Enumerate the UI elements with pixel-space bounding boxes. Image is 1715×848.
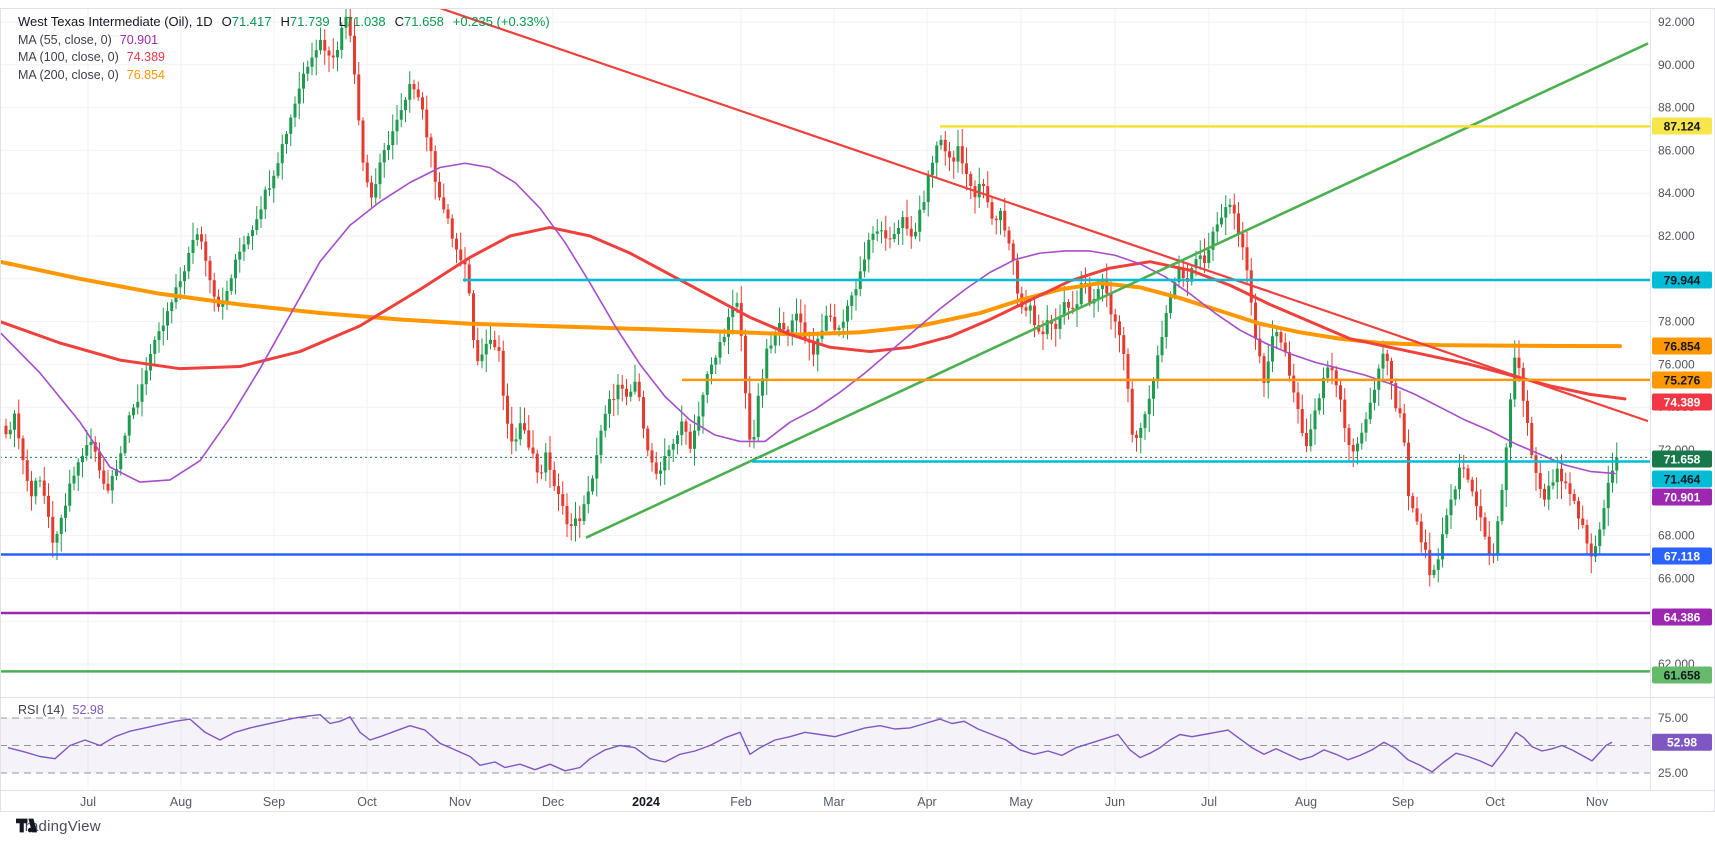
svg-text:Apr: Apr — [917, 795, 936, 809]
tradingview-logo[interactable]: TradingView — [16, 818, 101, 835]
svg-text:25.00: 25.00 — [1658, 766, 1688, 780]
svg-text:88.000: 88.000 — [1658, 101, 1695, 115]
svg-text:Aug: Aug — [170, 795, 192, 809]
svg-text:90.000: 90.000 — [1658, 58, 1695, 72]
svg-text:67.118: 67.118 — [1664, 550, 1700, 564]
price-scale-axis[interactable] — [1650, 8, 1715, 790]
svg-text:Nov: Nov — [1586, 795, 1609, 809]
svg-text:68.000: 68.000 — [1658, 529, 1695, 543]
svg-text:May: May — [1009, 795, 1033, 809]
svg-text:Oct: Oct — [1485, 795, 1505, 809]
svg-text:2024: 2024 — [632, 795, 660, 809]
svg-text:76.854: 76.854 — [1664, 340, 1701, 354]
svg-text:61.658: 61.658 — [1664, 669, 1701, 683]
svg-text:71.464: 71.464 — [1664, 473, 1701, 487]
svg-text:64.386: 64.386 — [1664, 611, 1701, 625]
svg-text:66.000: 66.000 — [1658, 571, 1695, 585]
svg-text:Dec: Dec — [542, 795, 564, 809]
svg-text:78.000: 78.000 — [1658, 315, 1695, 329]
svg-text:70.901: 70.901 — [1664, 491, 1701, 505]
svg-text:82.000: 82.000 — [1658, 229, 1695, 243]
svg-text:Feb: Feb — [730, 795, 752, 809]
svg-text:Jul: Jul — [80, 795, 96, 809]
svg-text:74.389: 74.389 — [1664, 396, 1701, 410]
svg-text:Aug: Aug — [1295, 795, 1317, 809]
svg-text:92.000: 92.000 — [1658, 15, 1695, 29]
svg-text:Oct: Oct — [357, 795, 377, 809]
svg-text:Nov: Nov — [449, 795, 472, 809]
svg-text:79.944: 79.944 — [1664, 274, 1701, 288]
svg-text:Mar: Mar — [823, 795, 845, 809]
svg-text:71.658: 71.658 — [1664, 453, 1701, 467]
svg-text:Jul: Jul — [1201, 795, 1217, 809]
svg-text:75.276: 75.276 — [1664, 374, 1701, 388]
svg-text:75.00: 75.00 — [1658, 711, 1688, 725]
svg-text:86.000: 86.000 — [1658, 143, 1695, 157]
tradingview-logo-text: TradingView — [16, 818, 101, 835]
svg-text:Jun: Jun — [1105, 795, 1125, 809]
svg-text:76.000: 76.000 — [1658, 357, 1695, 371]
svg-text:52.98: 52.98 — [1667, 736, 1697, 750]
svg-text:84.000: 84.000 — [1658, 186, 1695, 200]
time-scale-axis[interactable] — [0, 790, 1650, 812]
svg-text:Sep: Sep — [1392, 795, 1414, 809]
svg-text:87.124: 87.124 — [1664, 120, 1701, 134]
tradingview-mark-icon — [16, 818, 38, 833]
svg-text:Sep: Sep — [263, 795, 285, 809]
